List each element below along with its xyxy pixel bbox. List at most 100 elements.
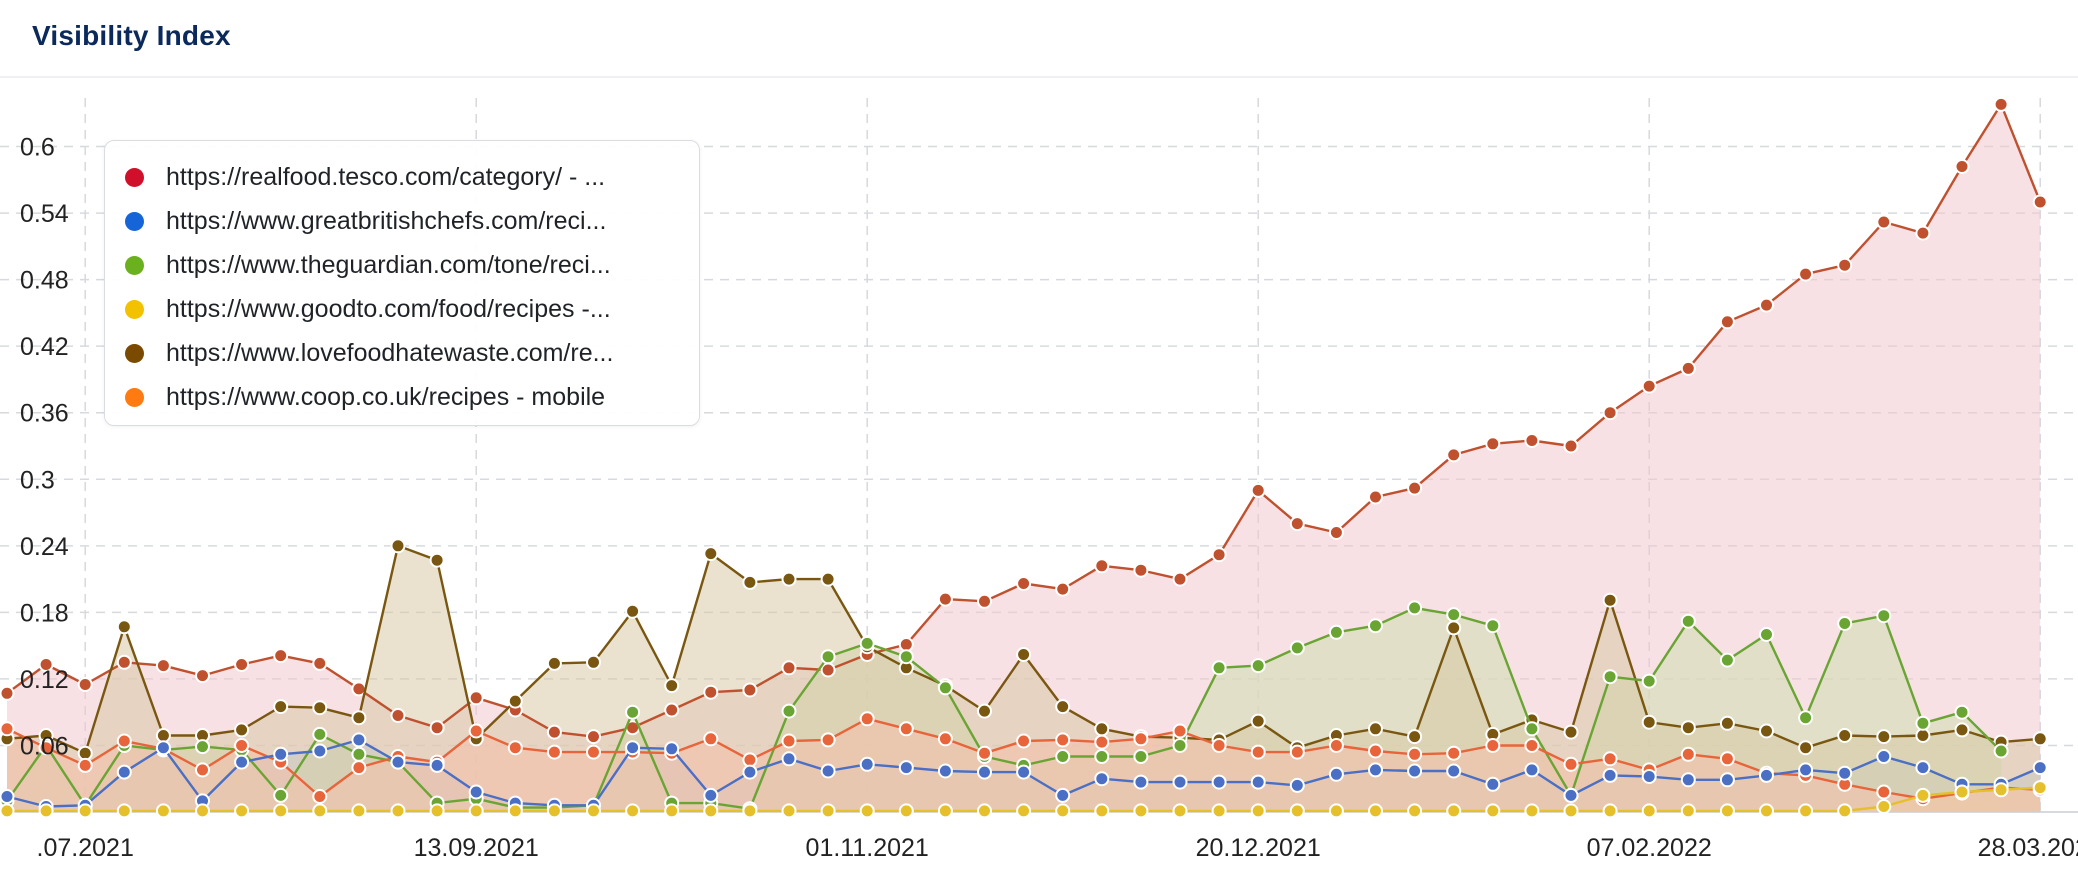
data-point: [1954, 159, 1970, 174]
data-point: [586, 803, 601, 819]
data-point: [2032, 731, 2048, 747]
data-point: [977, 745, 992, 761]
data-point: [1837, 728, 1853, 743]
data-point: [1094, 721, 1110, 737]
data-point: [155, 803, 171, 819]
data-point: [1798, 762, 1814, 778]
data-point: [1094, 803, 1110, 819]
data-point: [1133, 749, 1149, 764]
data-point: [273, 803, 289, 819]
data-point: [1954, 784, 1970, 800]
data-point: [1876, 799, 1892, 814]
data-point: [390, 803, 406, 819]
data-point: [1368, 803, 1383, 819]
chart-title: Visibility Index: [32, 20, 231, 51]
data-point: [1407, 480, 1423, 496]
data-point: [1915, 225, 1931, 241]
data-point: [1680, 746, 1696, 762]
data-point: [1876, 608, 1892, 624]
data-point: [898, 649, 914, 665]
legend-color-dot-icon: [125, 387, 144, 407]
data-point: [781, 751, 797, 767]
legend-item-theguardian[interactable]: https://www.theguardian.com/tone/reci...: [105, 243, 699, 287]
y-tick-label: 0.42: [20, 333, 69, 361]
legend-item-greatbritishchefs[interactable]: https://www.greatbritishchefs.com/reci..…: [105, 199, 699, 243]
data-point: [390, 754, 406, 770]
data-point: [1055, 732, 1071, 748]
data-point: [507, 803, 523, 819]
data-point: [155, 728, 171, 743]
legend-item-tesco[interactable]: https://realfood.tesco.com/category/ - .…: [105, 155, 699, 199]
legend-label: https://www.coop.co.uk/recipes - mobile: [166, 382, 606, 411]
data-point: [1055, 581, 1071, 597]
data-point: [195, 803, 210, 819]
x-axis-labels: .07.2021 13.09.2021 01.11.2021 20.12.2021 07…: [37, 834, 2078, 862]
data-point: [820, 803, 836, 819]
data-point: [273, 787, 289, 803]
data-point: [1172, 738, 1188, 753]
data-point: [1133, 803, 1149, 819]
data-point: [937, 591, 953, 607]
data-point: [1055, 749, 1071, 764]
y-axis-labels: 0.06 0.12 0.18 0.24 0.3 0.36 0.42 0.48 0.54 0.6: [20, 134, 69, 761]
data-point: [116, 619, 132, 635]
data-point: [1524, 721, 1540, 737]
data-point: [546, 724, 562, 740]
data-point: [1485, 436, 1501, 452]
legend-item-lovefoodhatewaste[interactable]: https://www.lovefoodhatewaste.com/re...: [105, 331, 699, 375]
data-point: [1407, 729, 1423, 745]
data-point: [1563, 756, 1579, 772]
card-header: Visibility Index: [0, 0, 2078, 78]
data-point: [1680, 720, 1696, 736]
data-point: [1993, 743, 2009, 759]
data-point: [1446, 803, 1462, 819]
data-point: [546, 803, 562, 819]
data-point: [1485, 618, 1501, 634]
data-point: [234, 657, 250, 672]
data-point: [195, 739, 210, 755]
data-point: [1563, 724, 1579, 740]
data-point: [1211, 547, 1227, 563]
data-point: [1328, 738, 1344, 753]
data-point: [351, 760, 367, 776]
data-point: [1524, 803, 1540, 819]
data-point: [1133, 731, 1149, 747]
data-point: [1759, 767, 1774, 783]
data-point: [312, 655, 328, 671]
data-point: [1250, 658, 1266, 674]
series-0: [0, 96, 2048, 745]
legend-item-coop[interactable]: https://www.coop.co.uk/recipes - mobile: [105, 375, 699, 419]
data-point: [703, 546, 719, 562]
data-point: [273, 746, 289, 762]
data-point: [1641, 378, 1657, 394]
data-point: [351, 732, 367, 748]
data-point: [820, 732, 836, 748]
data-point: [351, 746, 367, 762]
data-point: [1876, 784, 1892, 800]
series-5: [0, 711, 2048, 807]
legend-color-dot-icon: [125, 255, 144, 275]
data-point: [1250, 482, 1266, 498]
data-point: [38, 803, 54, 819]
data-point: [1837, 257, 1853, 273]
data-point: [1602, 751, 1618, 767]
data-point: [1876, 214, 1892, 230]
data-point: [859, 711, 875, 727]
data-point: [1368, 743, 1383, 759]
data-point: [390, 708, 406, 723]
data-point: [1485, 738, 1501, 753]
data-point: [2032, 194, 2048, 210]
data-point: [1837, 803, 1853, 819]
data-point: [0, 685, 15, 701]
data-point: [1133, 562, 1149, 578]
y-tick-label: 0.3: [20, 466, 55, 494]
x-tick-label: 07.02.2022: [1587, 834, 1712, 862]
data-point: [234, 738, 250, 753]
data-point: [703, 731, 719, 747]
data-point: [742, 682, 758, 698]
data-point: [116, 733, 132, 749]
legend-item-goodto[interactable]: https://www.goodto.com/food/recipes -...: [105, 287, 699, 331]
y-tick-label: 0.24: [20, 533, 69, 561]
data-point: [742, 803, 758, 819]
